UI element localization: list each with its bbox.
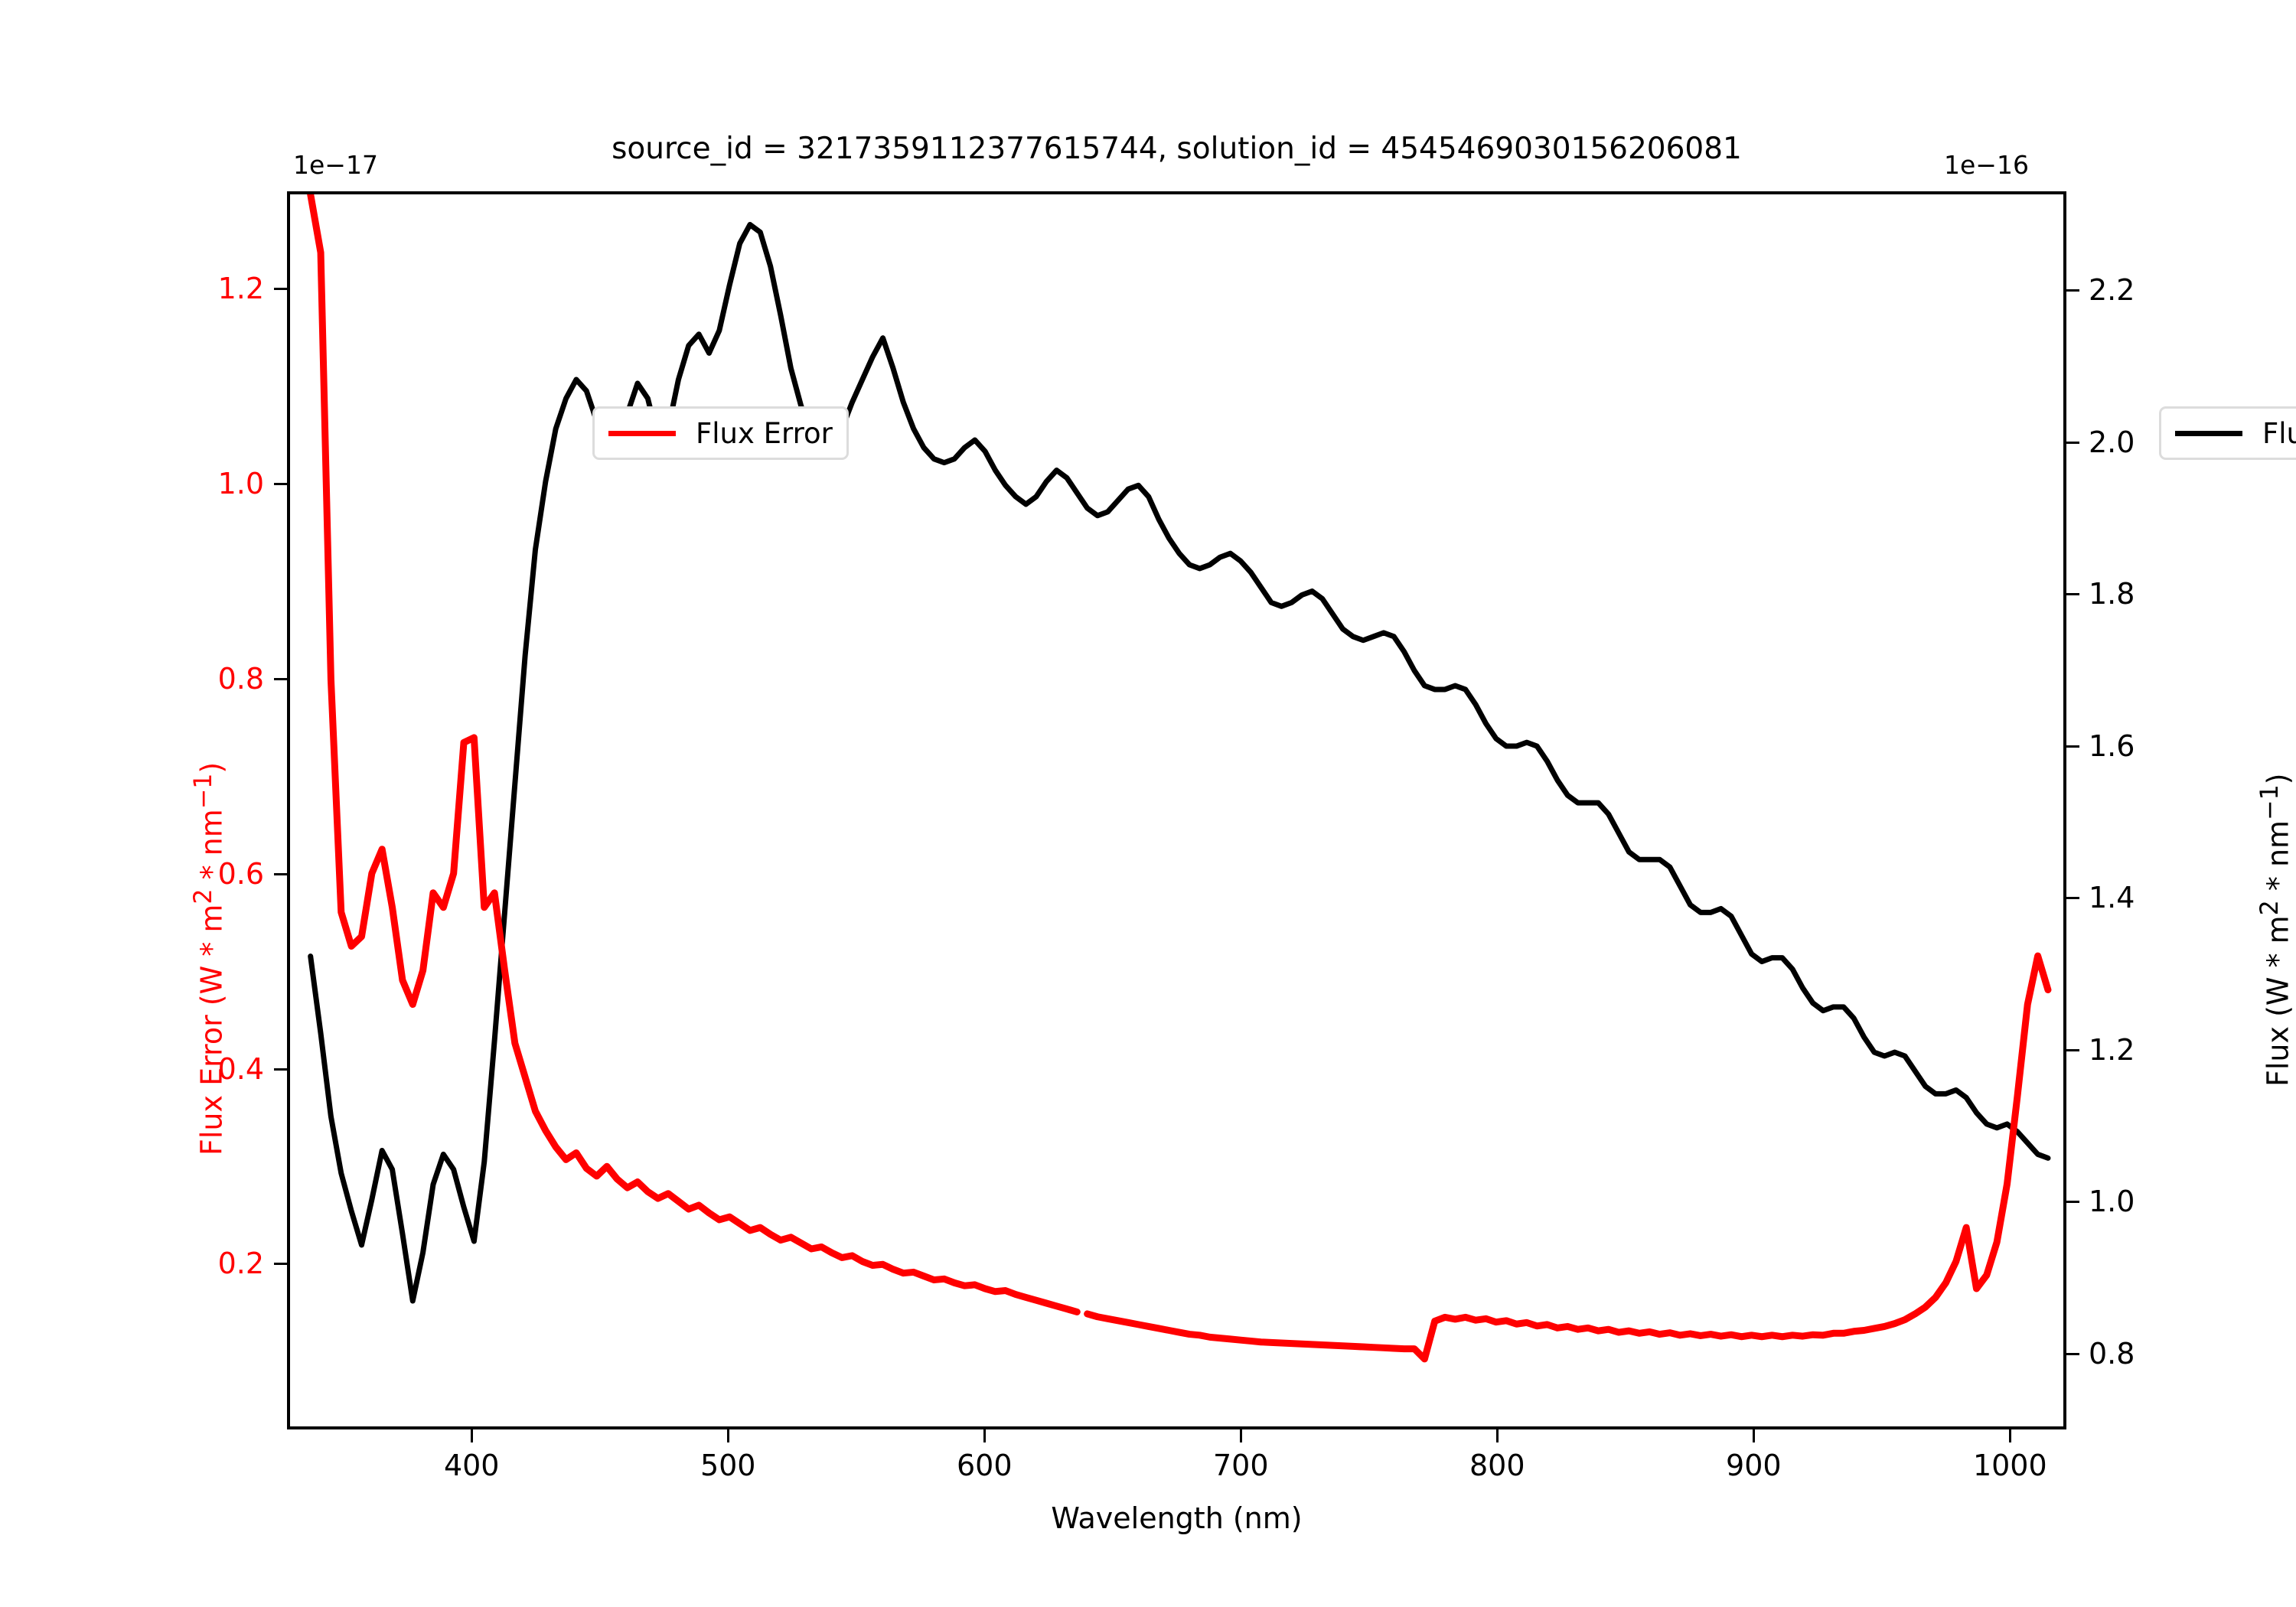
right-y-tick-label: 1.4 [2089,881,2135,915]
left-y-tick [274,872,287,875]
right-y-tick [2066,1352,2079,1355]
right-y-tick-label: 1.0 [2089,1185,2135,1219]
x-tick-label: 1000 [1972,1449,2047,1482]
x-tick-label: 800 [1469,1449,1525,1482]
x-tick [1240,1429,1243,1442]
right-y-tick [2066,441,2079,444]
plot-area: Flux Error Flux [287,191,2296,1429]
x-tick [983,1429,987,1442]
right-y-tick-label: 2.2 [2089,273,2135,308]
left-y-tick-label: 0.2 [217,1247,264,1281]
right-y-tick [2066,289,2079,292]
x-tick-label: 500 [700,1449,756,1482]
right-y-tick [2066,897,2079,900]
x-axis-label: Wavelength (nm) [1051,1501,1303,1535]
right-y-tick [2066,745,2079,748]
right-y-tick-label: 0.8 [2089,1336,2135,1371]
x-tick-label: 900 [1726,1449,1782,1482]
left-y-tick-label: 1.2 [217,272,264,306]
legend-line-swatch-black [2175,430,2242,436]
right-y-tick [2066,593,2079,596]
flux-error-line-rp [1088,956,2048,1359]
right-y-tick-label: 2.0 [2089,425,2135,459]
x-tick [1496,1429,1499,1442]
plot-title: source_id = 3217359112377615744, solutio… [612,132,1742,166]
x-tick-label: 600 [956,1449,1013,1482]
left-y-tick [274,1068,287,1071]
left-axis-offset-text: 1e−17 [293,150,378,180]
left-y-tick-label: 0.6 [217,856,264,891]
left-y-tick [274,483,287,486]
right-y-axis-label: Flux (W * m2 * nm−1) [2256,773,2295,1087]
legend-line-swatch-red [608,430,676,436]
right-y-tick [2066,1048,2079,1051]
left-y-tick [274,1263,287,1266]
legend-flux-error[interactable]: Flux Error [592,406,849,460]
x-tick-label: 400 [443,1449,500,1482]
x-tick [727,1429,730,1442]
left-y-tick-label: 0.8 [217,662,264,696]
legend-label-flux: Flux [2262,416,2296,450]
right-y-tick-label: 1.8 [2089,577,2135,611]
left-y-tick [274,678,287,680]
right-y-tick [2066,1201,2079,1204]
legend-flux[interactable]: Flux [2159,406,2296,460]
x-tick [471,1429,474,1442]
left-y-tick-label: 0.4 [217,1051,264,1086]
right-y-tick-label: 1.2 [2089,1032,2135,1067]
x-tick-label: 700 [1212,1449,1269,1482]
left-y-axis-label: Flux Error (W * m2 * nm−1) [190,761,229,1156]
flux-error-line-bp [311,194,1078,1312]
legend-label-flux-error: Flux Error [696,416,833,450]
left-y-tick [274,288,287,291]
x-tick [1753,1429,1756,1442]
x-tick [2009,1429,2012,1442]
right-y-tick-label: 1.6 [2089,729,2135,763]
curves-svg [290,194,2063,1426]
left-y-tick-label: 1.0 [217,467,264,501]
right-axis-offset-text: 1e−16 [1944,150,2029,180]
flux-line [311,225,2048,1302]
